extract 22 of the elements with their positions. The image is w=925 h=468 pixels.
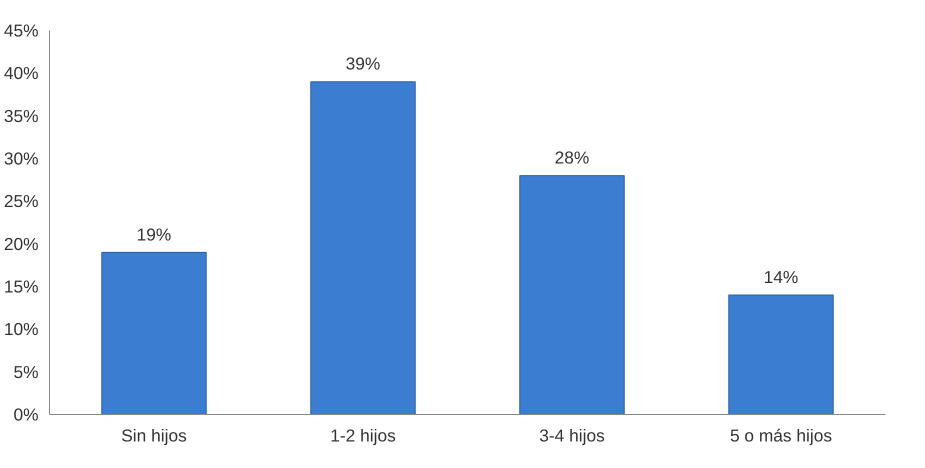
data-label: 14% — [764, 267, 798, 288]
y-tick-label: 35% — [4, 106, 39, 126]
y-tick-label: 20% — [4, 234, 39, 254]
y-tick-label: 40% — [4, 63, 39, 84]
y-tick-label: 5% — [13, 362, 38, 382]
y-tick-label: 30% — [4, 148, 39, 168]
y-tick-label: 0% — [13, 404, 38, 424]
data-label: 28% — [554, 148, 590, 168]
bar — [728, 294, 834, 414]
data-label: 19% — [136, 224, 172, 244]
bar — [310, 81, 416, 414]
data-label: 39% — [346, 54, 380, 74]
x-tick-label: 5 o más hijos — [730, 426, 832, 446]
x-tick-label: 3-4 hijos — [539, 426, 606, 446]
bar — [519, 175, 625, 414]
y-tick-label: 10% — [4, 319, 39, 340]
y-tick-label: 25% — [4, 191, 39, 212]
bar — [101, 252, 207, 414]
x-tick-label: 1-2 hijos — [330, 426, 396, 446]
x-tick-label: Sin hijos — [121, 426, 188, 446]
y-tick-label: 15% — [4, 276, 39, 296]
y-tick-label: 45% — [4, 20, 39, 40]
